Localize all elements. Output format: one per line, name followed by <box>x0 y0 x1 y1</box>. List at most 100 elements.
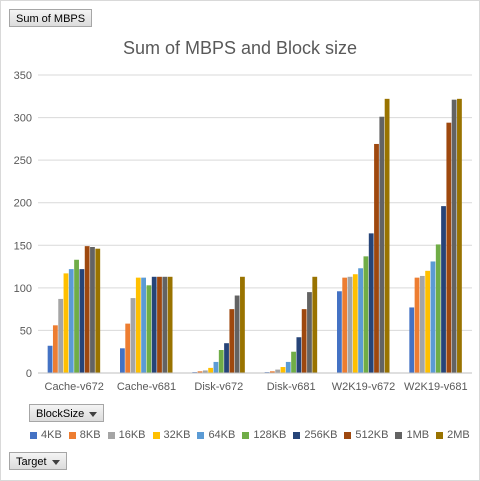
y-tick-label: 50 <box>20 325 32 337</box>
bar <box>312 276 318 373</box>
x-tick-label: Cache-v681 <box>117 381 176 393</box>
bar <box>409 307 415 373</box>
legend-item: 16KB <box>107 428 146 442</box>
bar <box>379 116 385 373</box>
legend-label: 16KB <box>118 429 146 441</box>
bar <box>307 292 312 373</box>
bar <box>347 276 353 373</box>
legend-label: 4KB <box>41 429 62 441</box>
bar <box>414 277 420 373</box>
legend-swatch <box>242 431 250 439</box>
legend-item: 1MB <box>395 428 429 442</box>
y-tick-label: 300 <box>14 113 32 125</box>
dropdown-arrow-icon <box>51 459 60 465</box>
bar <box>425 270 431 373</box>
legend-label: 512KB <box>355 429 389 441</box>
legend-swatch <box>30 431 37 439</box>
bar <box>457 98 462 373</box>
legend-swatch <box>152 431 160 439</box>
x-tick-label: Disk-v681 <box>267 381 316 393</box>
bar <box>419 275 425 373</box>
legend-swatch <box>197 431 205 439</box>
legend-swatch <box>293 431 301 439</box>
bar <box>90 246 95 373</box>
legend: 4KB 8KB 16KB 32KB 64KB 128KB 256KB 512KB 1MB 2MB <box>30 428 470 442</box>
bar <box>130 298 136 373</box>
bar <box>358 268 363 373</box>
target-field-button[interactable]: Target <box>9 452 67 470</box>
bar <box>229 309 235 373</box>
bar <box>74 259 79 373</box>
x-tick-label: W2K19-v672 <box>332 381 396 393</box>
bar <box>363 256 369 373</box>
bar <box>342 277 348 373</box>
legend-item: 2MB <box>436 428 470 442</box>
x-tick-label: Cache-v672 <box>45 381 104 393</box>
bar <box>202 370 208 373</box>
legend-label: 128KB <box>253 429 287 441</box>
bar <box>213 361 219 373</box>
bar <box>285 361 291 373</box>
bar <box>120 348 125 373</box>
blocksize-field-button[interactable]: BlockSize <box>29 404 105 422</box>
bar <box>63 273 69 373</box>
value-field-button[interactable]: Sum of MBPS <box>9 9 93 27</box>
dropdown-arrow-icon <box>89 411 98 417</box>
legend-swatch <box>436 431 444 439</box>
bar <box>157 276 162 373</box>
bar <box>47 345 53 373</box>
bar <box>435 244 441 373</box>
x-tick-label: Disk-v672 <box>194 381 243 393</box>
legend-item: 4KB <box>30 428 62 442</box>
legend-swatch <box>107 431 115 439</box>
bar <box>146 285 152 373</box>
plot-area: 0 50 100 150 200 250 300 350 Cache-v672 Cache-v68… <box>14 70 472 393</box>
bar <box>301 309 307 373</box>
bar <box>197 371 203 373</box>
bar <box>95 248 101 373</box>
bar <box>240 276 245 373</box>
bar <box>337 291 342 373</box>
legend-label: 1MB <box>406 429 430 441</box>
bar <box>52 325 58 373</box>
bar <box>58 298 64 373</box>
target-field-label: Target <box>16 456 47 468</box>
legend-label: 2MB <box>447 429 470 441</box>
bar <box>208 367 214 373</box>
bar <box>84 246 90 373</box>
bar <box>280 367 286 373</box>
legend-label: 64KB <box>208 429 236 441</box>
bar <box>234 295 240 373</box>
legend-swatch <box>344 431 352 439</box>
bar <box>368 233 374 373</box>
bar <box>162 276 168 373</box>
bar <box>68 269 74 373</box>
bar <box>79 269 85 373</box>
bar <box>446 122 452 374</box>
y-tick-label: 0 <box>26 368 32 380</box>
legend-item: 256KB <box>293 428 337 442</box>
bar <box>275 369 281 373</box>
bar <box>384 98 390 373</box>
bar <box>141 277 146 373</box>
bar <box>430 261 436 373</box>
value-field-label: Sum of MBPS <box>16 13 86 25</box>
legend-swatch <box>68 431 76 439</box>
legend-item: 512KB <box>344 428 388 442</box>
y-tick-label: 350 <box>14 70 32 82</box>
y-tick-label: 250 <box>14 155 32 167</box>
legend-item: 128KB <box>242 428 286 442</box>
bar <box>441 206 446 373</box>
bar <box>125 323 131 373</box>
legend-swatch <box>395 431 403 439</box>
bar <box>224 343 229 373</box>
bar <box>374 143 379 373</box>
chart-title: Sum of MBPS and Block size <box>122 38 358 58</box>
bar <box>291 351 296 373</box>
legend-item: 8KB <box>68 428 101 442</box>
y-tick-label: 200 <box>14 198 32 210</box>
legend-label: 8KB <box>79 429 101 441</box>
legend-label: 32KB <box>163 429 191 441</box>
bar <box>296 337 302 373</box>
